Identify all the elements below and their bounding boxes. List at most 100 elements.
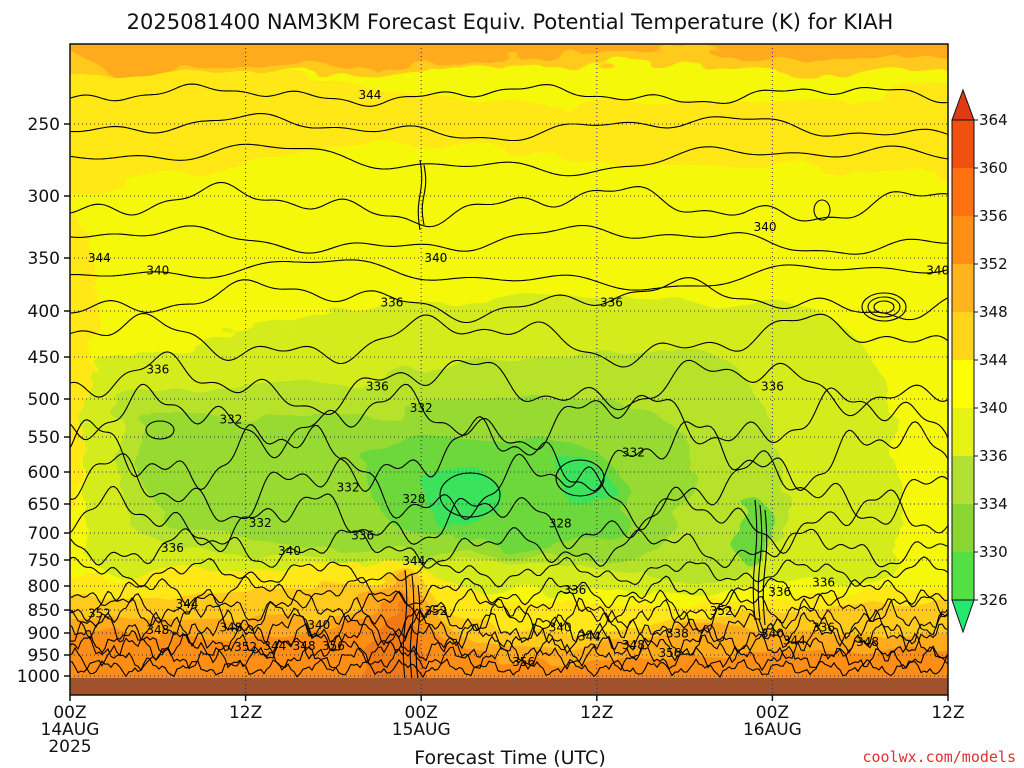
contour-label: 340: [549, 620, 572, 634]
colorbar-label: 364: [979, 111, 1008, 129]
contour-label: 336: [366, 379, 389, 393]
contour-label: 336: [161, 541, 184, 555]
colorbar-label: 340: [979, 399, 1008, 417]
colorbar-segment: [952, 408, 974, 456]
contour-label: 344: [578, 630, 601, 644]
colorbar-segment: [952, 312, 974, 360]
y-tick-label: 500: [28, 390, 60, 410]
contour-line: [70, 658, 948, 679]
contour-line: [70, 622, 948, 655]
contour-line: [70, 415, 948, 492]
x-tick-label: 16AUG: [743, 720, 802, 740]
colorbar-label: 352: [979, 255, 1008, 273]
colorbar-label: 348: [979, 303, 1008, 321]
contour-line: [70, 644, 948, 672]
contour-label: 340: [754, 220, 777, 234]
color-field: [70, 44, 948, 695]
colorbar-label: 360: [979, 159, 1008, 177]
contour-label: 340: [146, 264, 169, 278]
contour-label: 344: [176, 597, 199, 611]
contour-label: 348: [293, 639, 316, 653]
y-tick-label: 850: [28, 601, 60, 621]
contour-label: 348: [146, 623, 169, 637]
y-tick-label: 550: [28, 428, 60, 448]
y-tick-label: 1000: [17, 667, 60, 687]
ground-surface: [70, 678, 948, 695]
contour-label: 356: [512, 655, 535, 669]
plot-frame: [69, 43, 949, 696]
contour-label: 344: [263, 639, 286, 653]
contour-label: 336: [563, 583, 586, 597]
contour-label: 352: [710, 604, 733, 618]
chart-title: 2025081400 NAM3KM Forecast Equiv. Potent…: [127, 10, 894, 34]
contour-line: [70, 224, 948, 255]
contour-label: 340: [424, 251, 447, 265]
x-tick-label: 00Z: [405, 703, 438, 723]
contour-spike: [757, 504, 763, 621]
contour-label: 336: [761, 379, 784, 393]
colorbar-label: 326: [979, 591, 1008, 609]
contour-label: 336: [812, 620, 835, 634]
contour-label: 356: [322, 639, 345, 653]
x-tick-label: 15AUG: [392, 720, 451, 740]
colorbar-segment: [952, 168, 974, 216]
colorbar-label: 344: [979, 351, 1008, 369]
y-tick-label: 700: [28, 524, 60, 544]
colorbar-arrow-bottom: [951, 599, 975, 634]
band-326: [429, 473, 501, 535]
contour-label: 340: [278, 544, 301, 558]
contour-cell: [873, 300, 895, 314]
contour-label: 348: [622, 638, 645, 652]
contour-label: 352: [424, 604, 447, 618]
contour-label: 332: [220, 413, 243, 427]
contour-cell: [867, 296, 901, 318]
contour-cell: [813, 199, 831, 221]
y-tick-label: 750: [28, 551, 60, 571]
plot-area: [70, 44, 948, 695]
y-tick-label: 250: [28, 115, 60, 135]
contour-label: 344: [359, 88, 382, 102]
contour-label: 344: [783, 633, 806, 647]
contour-lines: [70, 83, 948, 681]
credit-link[interactable]: coolwx.com/models: [862, 748, 1016, 766]
colorbar-segment: [952, 216, 974, 264]
contour-line: [70, 83, 948, 107]
band-layers: [70, 44, 948, 595]
contour-line: [70, 485, 948, 554]
contour-label: 336: [768, 585, 791, 599]
band-left-344: [70, 204, 100, 517]
colorbar-segment: [952, 504, 974, 552]
colorbar-segment: [952, 264, 974, 312]
x-tick-label: 12Z: [229, 703, 262, 723]
contour-line: [70, 608, 948, 648]
contour-label: 336: [146, 363, 169, 377]
contour-line: [70, 181, 948, 228]
contour-label: 344: [402, 554, 425, 568]
contour-line: [70, 259, 948, 291]
y-tick-label: 950: [28, 646, 60, 666]
y-tick-label: 600: [28, 463, 60, 483]
y-tick-label: 900: [28, 624, 60, 644]
colorbar-segment: [952, 552, 974, 600]
colorbar-arrow-top: [951, 88, 975, 121]
contour-label: 328: [549, 517, 572, 531]
colorbar-label: 356: [979, 207, 1008, 225]
y-tick-label: 650: [28, 495, 60, 515]
y-tick-label: 450: [28, 348, 60, 368]
contour-label: 344: [88, 251, 111, 265]
colorbar: 326 330 334 336 340 344 348 352 356 360 364: [951, 88, 1008, 634]
x-tick-label: 00Z: [53, 703, 86, 723]
contour-label: 336: [600, 296, 623, 310]
colorbar-label: 334: [979, 495, 1008, 513]
colorbar-segment: [952, 456, 974, 504]
contour-label: 340: [926, 264, 949, 278]
contour-line: [70, 527, 948, 569]
contour-cell: [145, 420, 175, 440]
band-layers-lower: [70, 560, 948, 695]
contour-cell: [555, 459, 605, 497]
x-tick-label: 14AUG: [41, 720, 100, 740]
contour-line: [70, 450, 948, 531]
y-tick-label: 300: [28, 187, 60, 207]
